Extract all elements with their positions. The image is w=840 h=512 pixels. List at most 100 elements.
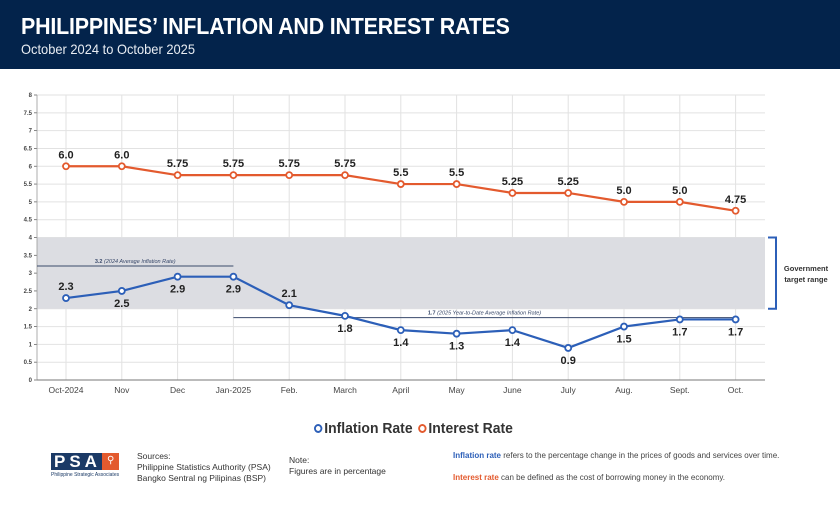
y-tick-label: 1 (29, 342, 33, 348)
source-item: Philippine Statistics Authority (PSA) (137, 462, 271, 472)
inflation-point (508, 326, 517, 335)
y-tick-label: 3.5 (24, 253, 33, 259)
interest-data-label: 5.5 (393, 167, 408, 179)
data-labels: 2.3 2.5 2.9 2.9 2.1 1.8 1.4 1.3 1.4 0.9 1.5 1.7 1.7 6… (58, 149, 746, 367)
inflation-marker-icon (314, 424, 323, 433)
inflation-point (229, 272, 238, 281)
sources: Sources: Philippine Statistics Authority… (137, 451, 271, 484)
x-tick-label: May (449, 385, 466, 395)
inflation-point (341, 311, 349, 320)
inflation-point (731, 315, 740, 324)
inflation-point (117, 287, 126, 295)
legend-item-inflation[interactable]: Inflation Rate (314, 420, 413, 437)
interest-definition: Interest rate can be defined as the cost… (453, 472, 779, 483)
interest-data-label: 5.75 (334, 158, 355, 170)
interest-data-label: 5.75 (223, 158, 244, 170)
interest-data-label: 5.5 (449, 167, 464, 179)
x-axis: Oct-2024 Nov Dec Jan-2025 Feb. March April May J… (37, 379, 765, 395)
inflation-point (675, 315, 684, 324)
inflation-data-label: 1.7 (672, 326, 687, 338)
x-tick-label: Oct-2024 (49, 385, 84, 395)
x-tick-label: April (392, 385, 409, 395)
chart-subtitle: October 2024 to October 2025 (21, 41, 195, 57)
y-tick-label: 7.5 (24, 111, 33, 117)
inflation-term: Inflation rate (453, 451, 502, 460)
inflation-data-label: 1.4 (505, 337, 521, 349)
y-tick-label: 2.5 (24, 289, 33, 295)
inflation-data-label: 2.5 (114, 298, 129, 310)
inflation-point (62, 294, 70, 302)
x-tick-label: Oct. (728, 385, 744, 395)
legend-item-interest[interactable]: Interest Rate (418, 420, 513, 437)
y-tick-label: 4.5 (24, 218, 33, 224)
inflation-data-label: 1.3 (449, 341, 464, 353)
interest-point (173, 171, 182, 180)
definitions: Inflation rate refers to the percentage … (453, 450, 779, 494)
inflation-data-label: 0.9 (561, 355, 576, 367)
header-banner: PHILIPPINES’ INFLATION AND INTEREST RATE… (0, 0, 840, 69)
interest-data-label: 5.75 (167, 158, 188, 170)
interest-point (341, 171, 349, 180)
interest-point (731, 206, 740, 215)
reference-lines: 3.2 (2024 Average Inflation Rate) 1.7 (20… (37, 259, 736, 319)
y-tick-label: 0.5 (24, 360, 33, 366)
inflation-def-text: refers to the percentage change in the p… (501, 451, 780, 460)
x-tick-label: June (503, 385, 522, 395)
target-band-rect (37, 237, 765, 309)
y-tick-label: 0 (29, 378, 33, 384)
y-tick-label: 5.5 (24, 182, 33, 188)
target-band: Government target range (37, 236, 829, 310)
inflation-data-label: 1.8 (337, 323, 352, 335)
y-tick-label: 4 (29, 236, 33, 242)
source-item: Bangko Sentral ng Pilipinas (BSP) (137, 473, 266, 483)
y-tick-label: 7 (29, 129, 33, 135)
interest-marker-icon (418, 424, 427, 433)
x-tick-label: Sept. (670, 385, 690, 395)
interest-data-label: 4.75 (725, 194, 746, 206)
y-tick-label: 5 (29, 200, 33, 206)
y-axis: 0 0.5 1 1.5 2 2.5 3 3.5 4 4.5 5 5.5 6 6.5 7 7.5 8 (24, 93, 38, 384)
line-chart: Government target range 0 0.5 1 1.5 2 2.5 3 3.5 4… (24, 93, 829, 395)
inflation-data-label: 1.5 (616, 334, 631, 346)
interest-point (564, 189, 573, 197)
y-tick-label: 8 (29, 93, 33, 99)
interest-point (620, 197, 628, 206)
inflation-point (452, 329, 461, 338)
x-tick-label: Nov (114, 385, 130, 395)
x-tick-label: Feb. (281, 385, 298, 395)
x-tick-label: March (333, 385, 357, 395)
inflation-data-label: 2.3 (58, 281, 73, 293)
target-range-label: Government (784, 264, 829, 273)
interest-def-text: can be defined as the cost of borrowing … (498, 473, 726, 482)
inflation-point (396, 326, 405, 335)
logo-subtext: Philippine Strategic Associates (51, 472, 120, 478)
note-label: Note: (289, 455, 310, 465)
inflation-point (620, 322, 628, 331)
target-bracket (768, 236, 777, 310)
interest-point (508, 189, 517, 197)
sources-label: Sources: (137, 451, 171, 461)
logo-text: PSA (51, 453, 102, 470)
x-tick-label: Dec (170, 385, 186, 395)
philippines-map-icon: ⚲ (102, 453, 119, 470)
legend-label-inflation: Inflation Rate (324, 420, 413, 437)
inflation-data-label: 2.9 (226, 284, 241, 296)
interest-data-label: 5.25 (557, 176, 578, 188)
interest-point (396, 180, 405, 188)
interest-data-label: 6.0 (114, 149, 129, 161)
y-tick-label: 3 (29, 271, 33, 277)
target-range-label: target range (784, 275, 827, 284)
inflation-data-label: 2.9 (170, 284, 185, 296)
y-tick-label: 6 (29, 164, 33, 170)
y-tick-label: 1.5 (24, 325, 33, 331)
note-text: Figures are in percentage (289, 466, 386, 476)
interest-data-label: 6.0 (58, 149, 73, 161)
inflation-point (285, 301, 294, 310)
inflation-data-label: 2.1 (282, 288, 297, 300)
interest-data-label: 5.75 (278, 158, 299, 170)
series-lines (62, 162, 740, 352)
legend: Inflation Rate Interest Rate (314, 420, 513, 437)
interest-point (452, 180, 461, 188)
interest-data-label: 5.0 (672, 185, 687, 197)
inflation-data-label: 1.4 (393, 337, 409, 349)
